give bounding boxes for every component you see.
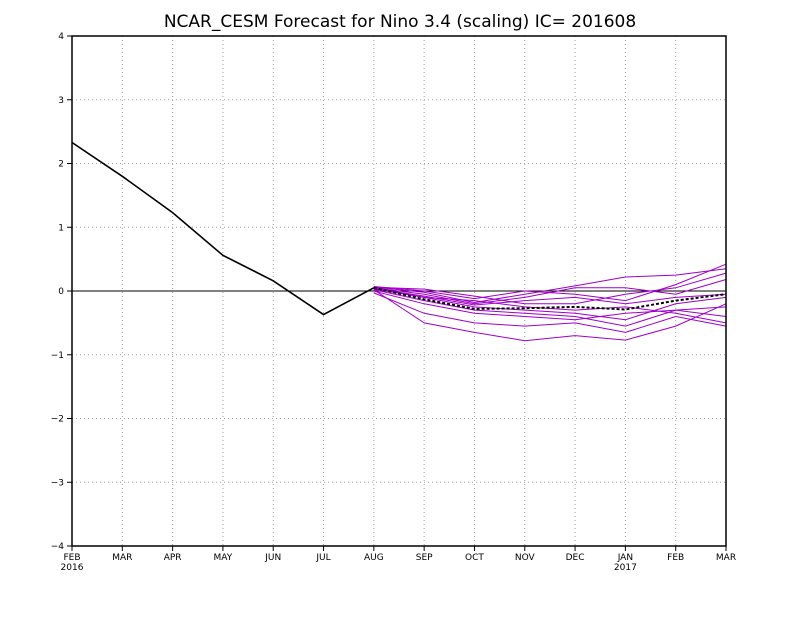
ensemble-member-line [373, 289, 727, 342]
observed-line [71, 141, 375, 316]
y-tick-label: −3 [51, 478, 64, 488]
y-tick-label: 4 [58, 32, 64, 42]
ensemble-member-line [373, 290, 727, 321]
x-tick-label: AUG [364, 553, 384, 563]
ensemble-member-line [373, 287, 727, 324]
y-tick-label: 1 [58, 223, 64, 233]
ensemble-member-line [373, 279, 727, 305]
y-tick-label: 3 [58, 96, 64, 106]
y-tick-label: 0 [58, 287, 64, 297]
x-tick-label: MAR [716, 553, 736, 563]
x-year-label: 2016 [61, 563, 84, 573]
y-tick-label: 2 [58, 160, 64, 170]
chart-title: NCAR_CESM Forecast for Nino 3.4 (scaling… [164, 12, 636, 32]
x-tick-label: JUL [315, 553, 330, 563]
x-tick-label: MAR [112, 553, 132, 563]
x-tick-label: JUN [264, 553, 281, 563]
ensemble-mean-line [373, 286, 727, 311]
ensemble-member-line [373, 268, 727, 304]
ensemble-member-line [373, 272, 727, 305]
plot-frame [71, 35, 727, 547]
ensemble-member-line [373, 289, 727, 327]
y-tick-label: −4 [51, 542, 65, 552]
y-tick-label: −2 [51, 415, 64, 425]
axis-layer: −4 −3 −2 −1 0 1 2 3 4 FEB MAR APR MAY JUN JUL AUG SEP OCT… [51, 32, 736, 573]
x-tick-label: APR [164, 553, 182, 563]
x-tick-label: OCT [465, 553, 484, 563]
ensemble-member-line [373, 292, 727, 333]
series-layer [71, 141, 727, 342]
x-tick-label: MAY [214, 553, 233, 563]
ensemble-member-line [373, 288, 727, 321]
x-tick-label: SEP [416, 553, 433, 563]
x-tick-label: JAN [617, 553, 633, 563]
x-tick-label: DEC [566, 553, 585, 563]
x-tick-label: NOV [515, 553, 536, 563]
x-tick-label: FEB [63, 553, 80, 563]
y-tick-label: −1 [51, 351, 64, 361]
x-year-label: 2017 [614, 563, 637, 573]
x-tick-label: FEB [667, 553, 684, 563]
